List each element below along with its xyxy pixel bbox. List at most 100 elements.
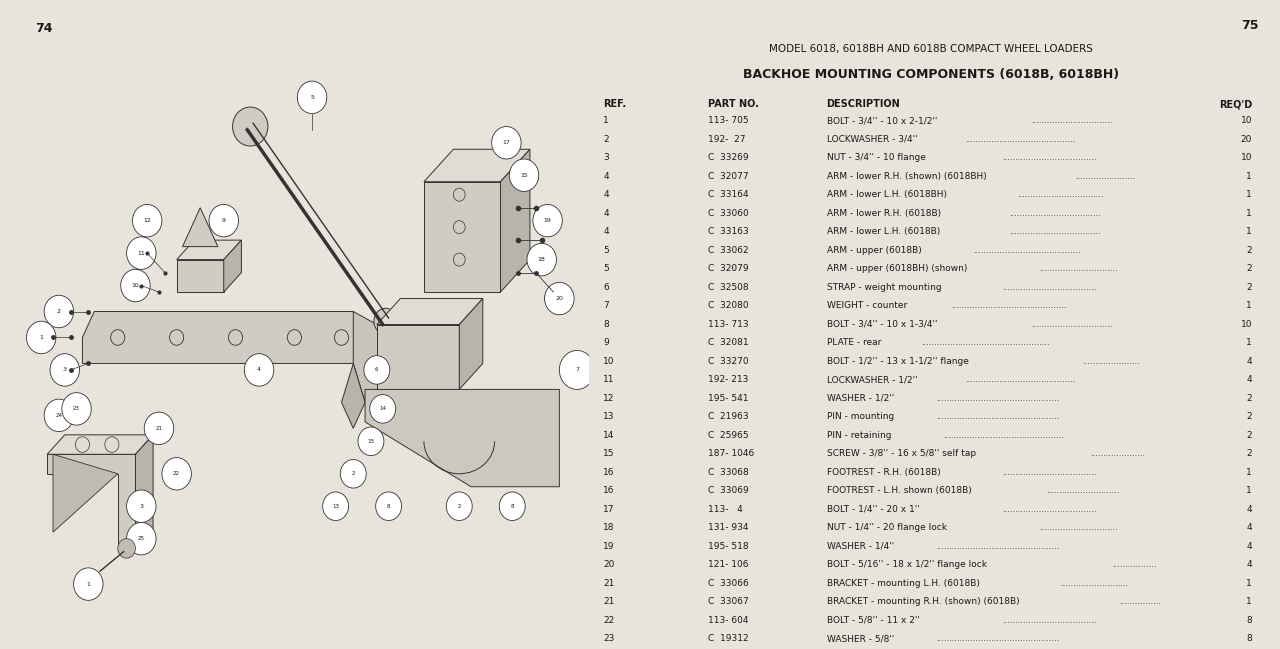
Text: ..............................................: ........................................… [943, 431, 1064, 440]
Text: 4: 4 [1247, 542, 1252, 551]
Polygon shape [424, 182, 500, 292]
Polygon shape [224, 240, 242, 292]
Text: 23: 23 [603, 634, 614, 643]
Text: 4: 4 [1247, 560, 1252, 569]
Text: .................: ................. [1112, 560, 1157, 569]
Text: C  19312: C 19312 [708, 634, 749, 643]
Text: 16: 16 [603, 468, 614, 477]
Text: 1: 1 [1247, 338, 1252, 347]
Text: 4: 4 [257, 367, 261, 373]
Text: 1: 1 [86, 582, 91, 587]
Circle shape [340, 459, 366, 488]
Text: 12: 12 [603, 394, 614, 403]
Text: C  32079: C 32079 [708, 264, 749, 273]
Text: 2: 2 [1247, 246, 1252, 255]
Text: 6: 6 [603, 283, 609, 292]
Text: 20: 20 [556, 296, 563, 301]
Text: WEIGHT - counter: WEIGHT - counter [827, 301, 906, 310]
Polygon shape [353, 312, 401, 402]
Text: .................................................: ........................................… [922, 338, 1050, 347]
Text: 19: 19 [603, 542, 614, 551]
Text: 2: 2 [1247, 449, 1252, 458]
Text: 1: 1 [1247, 172, 1252, 181]
Text: BOLT - 3/4'' - 10 x 1-3/4'': BOLT - 3/4'' - 10 x 1-3/4'' [827, 320, 937, 329]
Text: 20: 20 [1240, 135, 1252, 144]
Circle shape [74, 568, 104, 600]
Circle shape [375, 492, 402, 520]
Text: ...............................: ............................... [1032, 116, 1112, 125]
Text: 4: 4 [603, 172, 609, 181]
Text: 187- 1046: 187- 1046 [708, 449, 754, 458]
Circle shape [297, 81, 326, 114]
Circle shape [145, 412, 174, 445]
Text: C  25965: C 25965 [708, 431, 749, 440]
Text: 113-   4: 113- 4 [708, 505, 742, 514]
Text: C  33068: C 33068 [708, 468, 749, 477]
Text: C  33164: C 33164 [708, 190, 749, 199]
Text: 3: 3 [63, 367, 67, 373]
Polygon shape [500, 149, 530, 292]
Text: 1: 1 [1247, 190, 1252, 199]
Text: 1: 1 [1247, 468, 1252, 477]
Text: PIN - retaining: PIN - retaining [827, 431, 891, 440]
Text: 10: 10 [1240, 116, 1252, 125]
Text: 2: 2 [1247, 283, 1252, 292]
Text: PIN - mounting: PIN - mounting [827, 412, 893, 421]
Text: REF.: REF. [603, 99, 626, 109]
Text: 9: 9 [221, 218, 225, 223]
Text: 113- 604: 113- 604 [708, 616, 749, 625]
Polygon shape [47, 435, 154, 454]
Circle shape [233, 107, 268, 146]
Text: MODEL 6018, 6018BH AND 6018B COMPACT WHEEL LOADERS: MODEL 6018, 6018BH AND 6018B COMPACT WHE… [769, 44, 1093, 54]
Text: ARM - lower R.H. (shown) (6018BH): ARM - lower R.H. (shown) (6018BH) [827, 172, 987, 181]
Circle shape [447, 492, 472, 520]
Text: C  32077: C 32077 [708, 172, 749, 181]
Text: 2: 2 [1247, 412, 1252, 421]
Text: 74: 74 [36, 23, 52, 36]
Text: 1: 1 [1247, 209, 1252, 218]
Text: ...............................: ............................... [1032, 320, 1112, 329]
Circle shape [120, 269, 150, 302]
Text: 2: 2 [56, 309, 61, 314]
Text: ...................................: ................................... [1010, 227, 1101, 236]
Text: 3: 3 [603, 153, 609, 162]
Text: 18: 18 [538, 257, 545, 262]
Circle shape [118, 539, 136, 558]
Text: 7: 7 [603, 301, 609, 310]
Text: 15: 15 [520, 173, 527, 178]
Text: FOOTREST - L.H. shown (6018B): FOOTREST - L.H. shown (6018B) [827, 486, 972, 495]
Text: BACKHOE MOUNTING COMPONENTS (6018B, 6018BH): BACKHOE MOUNTING COMPONENTS (6018B, 6018… [744, 68, 1119, 81]
Text: BOLT - 1/2'' - 13 x 1-1/2'' flange: BOLT - 1/2'' - 13 x 1-1/2'' flange [827, 357, 969, 366]
Text: ...............................................: ........................................… [936, 394, 1060, 403]
Text: 10: 10 [1240, 153, 1252, 162]
Circle shape [45, 295, 74, 328]
Text: ....................................: .................................... [1002, 616, 1097, 625]
Text: 23: 23 [73, 406, 81, 411]
Text: 22: 22 [603, 616, 614, 625]
Text: BOLT - 3/4'' - 10 x 2-1/2'': BOLT - 3/4'' - 10 x 2-1/2'' [827, 116, 937, 125]
Text: .......................: ....................... [1075, 172, 1135, 181]
Text: 3: 3 [140, 504, 143, 509]
Text: ARM - lower L.H. (6018BH): ARM - lower L.H. (6018BH) [827, 190, 947, 199]
Text: 10: 10 [603, 357, 614, 366]
Text: 21: 21 [155, 426, 163, 431]
Text: 121- 106: 121- 106 [708, 560, 749, 569]
Text: C  33067: C 33067 [708, 597, 749, 606]
Text: 17: 17 [603, 505, 614, 514]
Circle shape [370, 395, 396, 423]
Text: C  33062: C 33062 [708, 246, 749, 255]
Text: 4: 4 [1247, 375, 1252, 384]
Text: 2: 2 [1247, 431, 1252, 440]
Text: ....................................: .................................... [1002, 153, 1097, 162]
Text: WASHER - 1/2'': WASHER - 1/2'' [827, 394, 893, 403]
Text: 1: 1 [1247, 301, 1252, 310]
Text: NUT - 3/4'' - 10 flange: NUT - 3/4'' - 10 flange [827, 153, 925, 162]
Text: 8: 8 [1247, 634, 1252, 643]
Text: ......................: ...................... [1083, 357, 1140, 366]
Text: C  33060: C 33060 [708, 209, 749, 218]
Text: 20: 20 [603, 560, 614, 569]
Text: 6: 6 [375, 367, 379, 373]
Text: 11: 11 [603, 375, 614, 384]
Text: 7: 7 [575, 367, 579, 373]
Text: C  33066: C 33066 [708, 579, 749, 588]
